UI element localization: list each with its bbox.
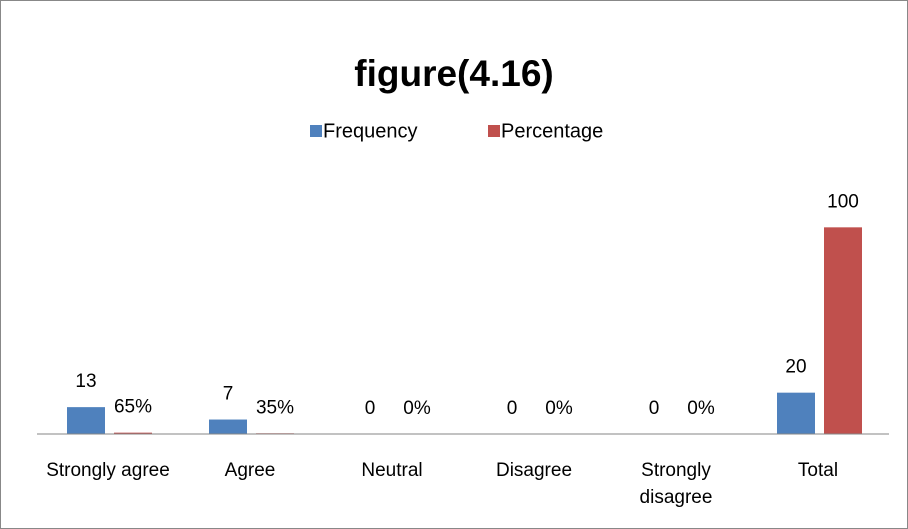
x-tick-label: Total xyxy=(797,460,839,481)
bar xyxy=(824,227,862,434)
bar xyxy=(777,392,815,434)
x-tick-label: Agree xyxy=(224,460,276,481)
chart-title: figure(4.16) xyxy=(354,53,553,94)
x-tick-label: Strongly agree xyxy=(46,460,170,481)
data-label: 65% xyxy=(114,397,152,418)
bar xyxy=(67,407,105,434)
bar xyxy=(114,432,152,434)
data-label: 20 xyxy=(785,357,806,378)
data-label: 0% xyxy=(403,398,431,419)
data-label: 0% xyxy=(687,398,715,419)
data-label: 7 xyxy=(223,384,234,405)
legend-swatch xyxy=(310,125,322,137)
x-tick-label: Strongly disagree xyxy=(639,460,713,508)
x-tick-label: Neutral xyxy=(361,460,423,481)
data-label: 0 xyxy=(365,398,376,419)
data-label: 100 xyxy=(827,191,859,212)
data-label: 13 xyxy=(75,371,96,392)
legend-label: Frequency xyxy=(323,120,418,142)
bar xyxy=(209,419,247,434)
data-label: 0% xyxy=(545,398,573,419)
data-label: 0 xyxy=(649,398,660,419)
legend-label: Percentage xyxy=(501,120,603,142)
data-label: 0 xyxy=(507,398,518,419)
x-tick-label: Disagree xyxy=(495,460,573,481)
data-label: 35% xyxy=(256,397,294,418)
legend-swatch xyxy=(488,125,500,137)
